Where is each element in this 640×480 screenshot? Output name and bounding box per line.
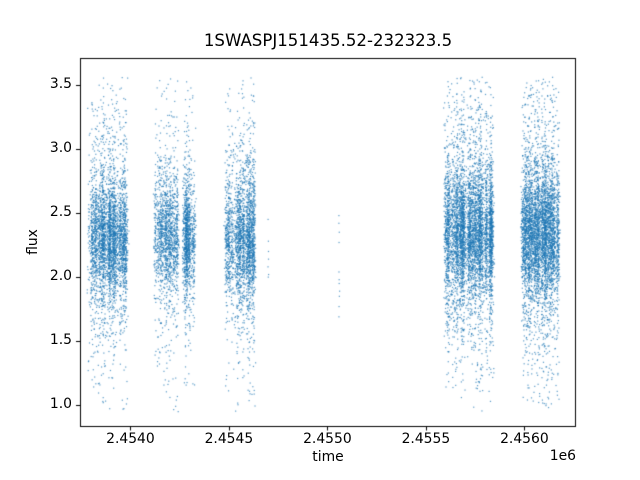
x-tick-label: 2.4550 (303, 431, 352, 447)
y-tick-label: 1.5 (49, 332, 72, 349)
y-tick-label: 3.0 (49, 139, 72, 156)
x-tick-label: 2.4545 (204, 431, 254, 447)
y-tick-label: 2.0 (49, 268, 72, 285)
y-tick-label: 2.5 (49, 204, 72, 221)
y-axis-label: flux (25, 229, 42, 255)
y-tick-label: 1.0 (49, 396, 72, 413)
x-tick-label: 2.4560 (500, 431, 549, 447)
x-axis-offset-text: 1e6 (549, 448, 576, 464)
x-tick-label: 2.4540 (106, 431, 155, 447)
y-tick-label: 3.5 (49, 75, 72, 92)
x-tick-label: 2.4555 (401, 431, 451, 447)
x-axis-label: time (312, 449, 344, 465)
chart-title: 1SWASPJ151435.52-232323.5 (203, 31, 453, 50)
